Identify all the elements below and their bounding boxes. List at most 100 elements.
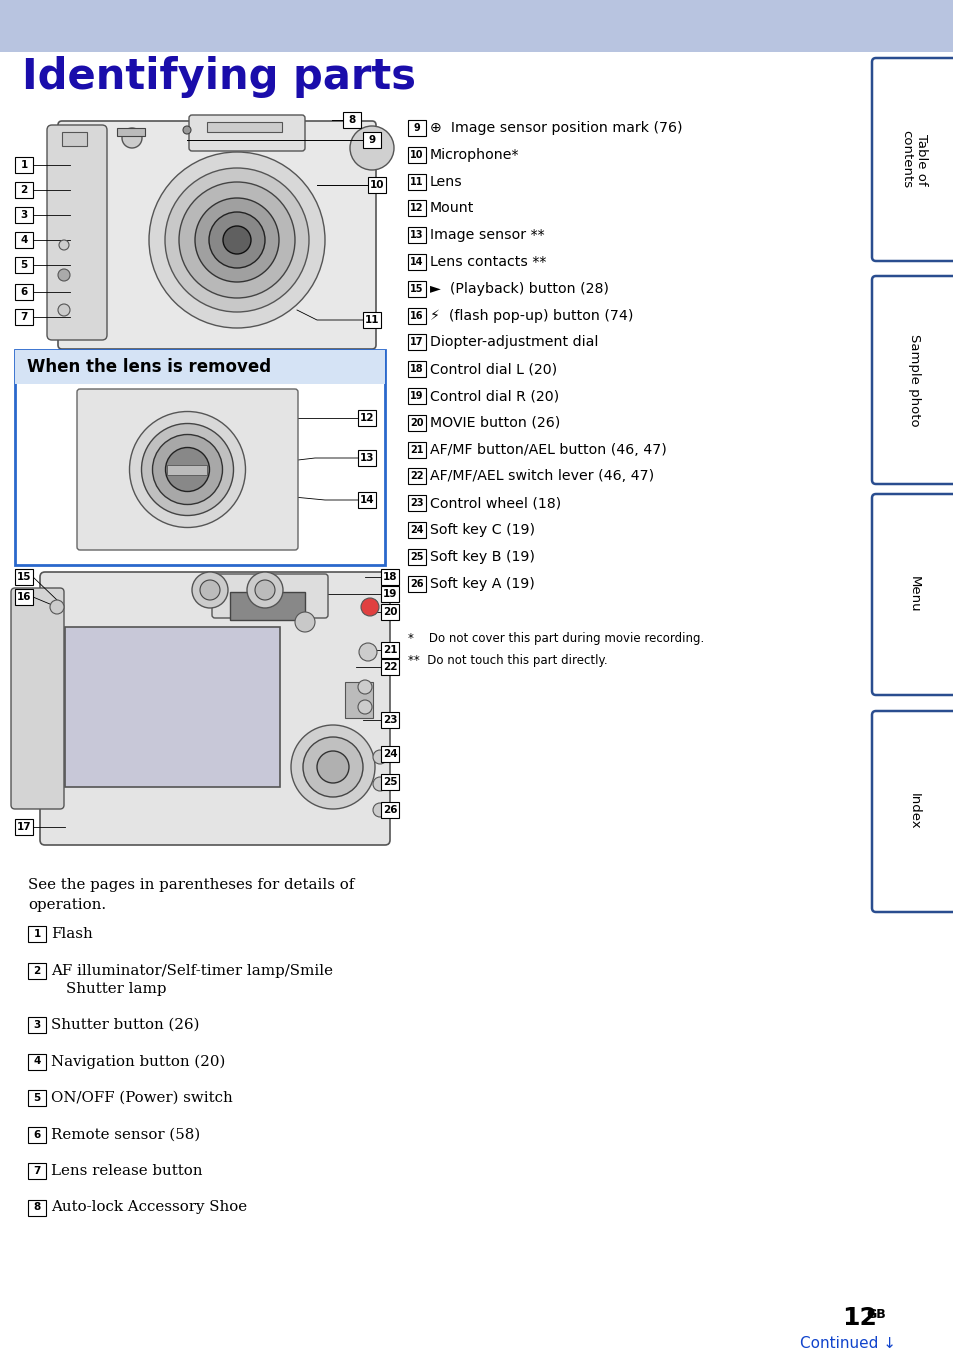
Circle shape [200, 579, 220, 600]
Bar [0, 0, 953, 52]
Bar [15, 569, 33, 585]
Bar [408, 308, 426, 323]
Bar [28, 962, 46, 978]
Text: 1: 1 [20, 160, 28, 170]
Text: ON/OFF (Power) switch: ON/OFF (Power) switch [51, 1091, 233, 1105]
Text: 14: 14 [410, 256, 423, 267]
Text: 22: 22 [382, 662, 396, 672]
Text: Lens contacts **: Lens contacts ** [430, 255, 546, 269]
Circle shape [358, 643, 376, 661]
Circle shape [179, 182, 294, 299]
Text: When the lens is removed: When the lens is removed [27, 358, 271, 376]
Text: 8: 8 [348, 115, 355, 125]
Text: 2: 2 [20, 185, 28, 195]
Circle shape [373, 803, 387, 817]
Text: 26: 26 [410, 578, 423, 589]
Text: Lens: Lens [430, 175, 462, 189]
Bar [15, 284, 33, 300]
Circle shape [223, 227, 251, 254]
Bar [408, 254, 426, 270]
Circle shape [152, 434, 222, 505]
Bar [408, 174, 426, 190]
Text: 5: 5 [33, 1092, 41, 1103]
Bar [15, 309, 33, 324]
Bar [15, 589, 33, 605]
Text: 6: 6 [20, 286, 28, 297]
Circle shape [360, 598, 378, 616]
Text: 24: 24 [382, 749, 396, 759]
Circle shape [209, 212, 265, 267]
Text: 14: 14 [359, 495, 374, 505]
FancyBboxPatch shape [11, 588, 64, 809]
Text: 25: 25 [410, 552, 423, 562]
Bar [408, 201, 426, 216]
Text: **  Do not touch this part directly.: ** Do not touch this part directly. [408, 654, 607, 668]
Circle shape [194, 198, 278, 282]
Text: 11: 11 [364, 315, 379, 324]
Bar [408, 468, 426, 484]
Circle shape [59, 240, 69, 250]
Text: 24: 24 [410, 525, 423, 535]
Circle shape [183, 126, 191, 134]
Bar [408, 119, 426, 136]
Circle shape [192, 573, 228, 608]
Text: Navigation button (20): Navigation button (20) [51, 1054, 225, 1069]
Text: MOVIE button (26): MOVIE button (26) [430, 415, 559, 430]
Text: Microphone*: Microphone* [430, 148, 519, 161]
Text: 20: 20 [410, 418, 423, 427]
Text: Mount: Mount [430, 201, 474, 216]
Bar [15, 208, 33, 223]
Text: Auto-lock Accessory Shoe: Auto-lock Accessory Shoe [51, 1201, 247, 1215]
Bar [15, 157, 33, 172]
Text: 11: 11 [410, 176, 423, 187]
Text: 3: 3 [33, 1020, 41, 1030]
Bar [15, 182, 33, 198]
Text: Flash: Flash [51, 927, 92, 940]
Bar [28, 1126, 46, 1143]
Text: 7: 7 [20, 312, 28, 322]
Text: 4: 4 [33, 1057, 41, 1067]
Circle shape [357, 700, 372, 714]
Circle shape [141, 423, 233, 516]
FancyBboxPatch shape [58, 121, 375, 349]
FancyBboxPatch shape [15, 350, 385, 565]
Bar [28, 1053, 46, 1069]
Text: 1: 1 [33, 930, 41, 939]
Bar [408, 522, 426, 537]
Circle shape [357, 680, 372, 693]
Bar [65, 627, 280, 787]
Bar [117, 128, 145, 136]
FancyBboxPatch shape [40, 573, 390, 845]
Text: 18: 18 [410, 364, 423, 375]
Text: ⚡  (flash pop-up) button (74): ⚡ (flash pop-up) button (74) [430, 308, 633, 323]
Bar [380, 660, 398, 674]
Text: 21: 21 [382, 645, 396, 655]
Text: 12: 12 [359, 413, 374, 423]
Text: Soft key A (19): Soft key A (19) [430, 577, 535, 590]
Text: Soft key B (19): Soft key B (19) [430, 550, 535, 563]
Circle shape [130, 411, 245, 528]
Bar [408, 281, 426, 297]
Text: operation.: operation. [28, 898, 106, 912]
Text: 12: 12 [841, 1305, 876, 1330]
Bar [380, 586, 398, 603]
Text: Shutter lamp: Shutter lamp [66, 981, 167, 996]
Bar [168, 464, 208, 475]
Text: 10: 10 [370, 180, 384, 190]
Circle shape [122, 128, 142, 148]
Bar [380, 746, 398, 763]
Text: 19: 19 [382, 589, 396, 598]
Bar [408, 415, 426, 430]
Text: 5: 5 [20, 261, 28, 270]
Bar [380, 773, 398, 790]
FancyBboxPatch shape [871, 275, 953, 484]
Bar [15, 232, 33, 248]
Text: Remote sensor (58): Remote sensor (58) [51, 1128, 200, 1141]
Text: 18: 18 [382, 573, 396, 582]
Circle shape [350, 126, 394, 170]
Bar [28, 925, 46, 942]
Bar [380, 604, 398, 620]
Circle shape [303, 737, 363, 797]
Text: 13: 13 [410, 231, 423, 240]
Text: 17: 17 [410, 338, 423, 347]
